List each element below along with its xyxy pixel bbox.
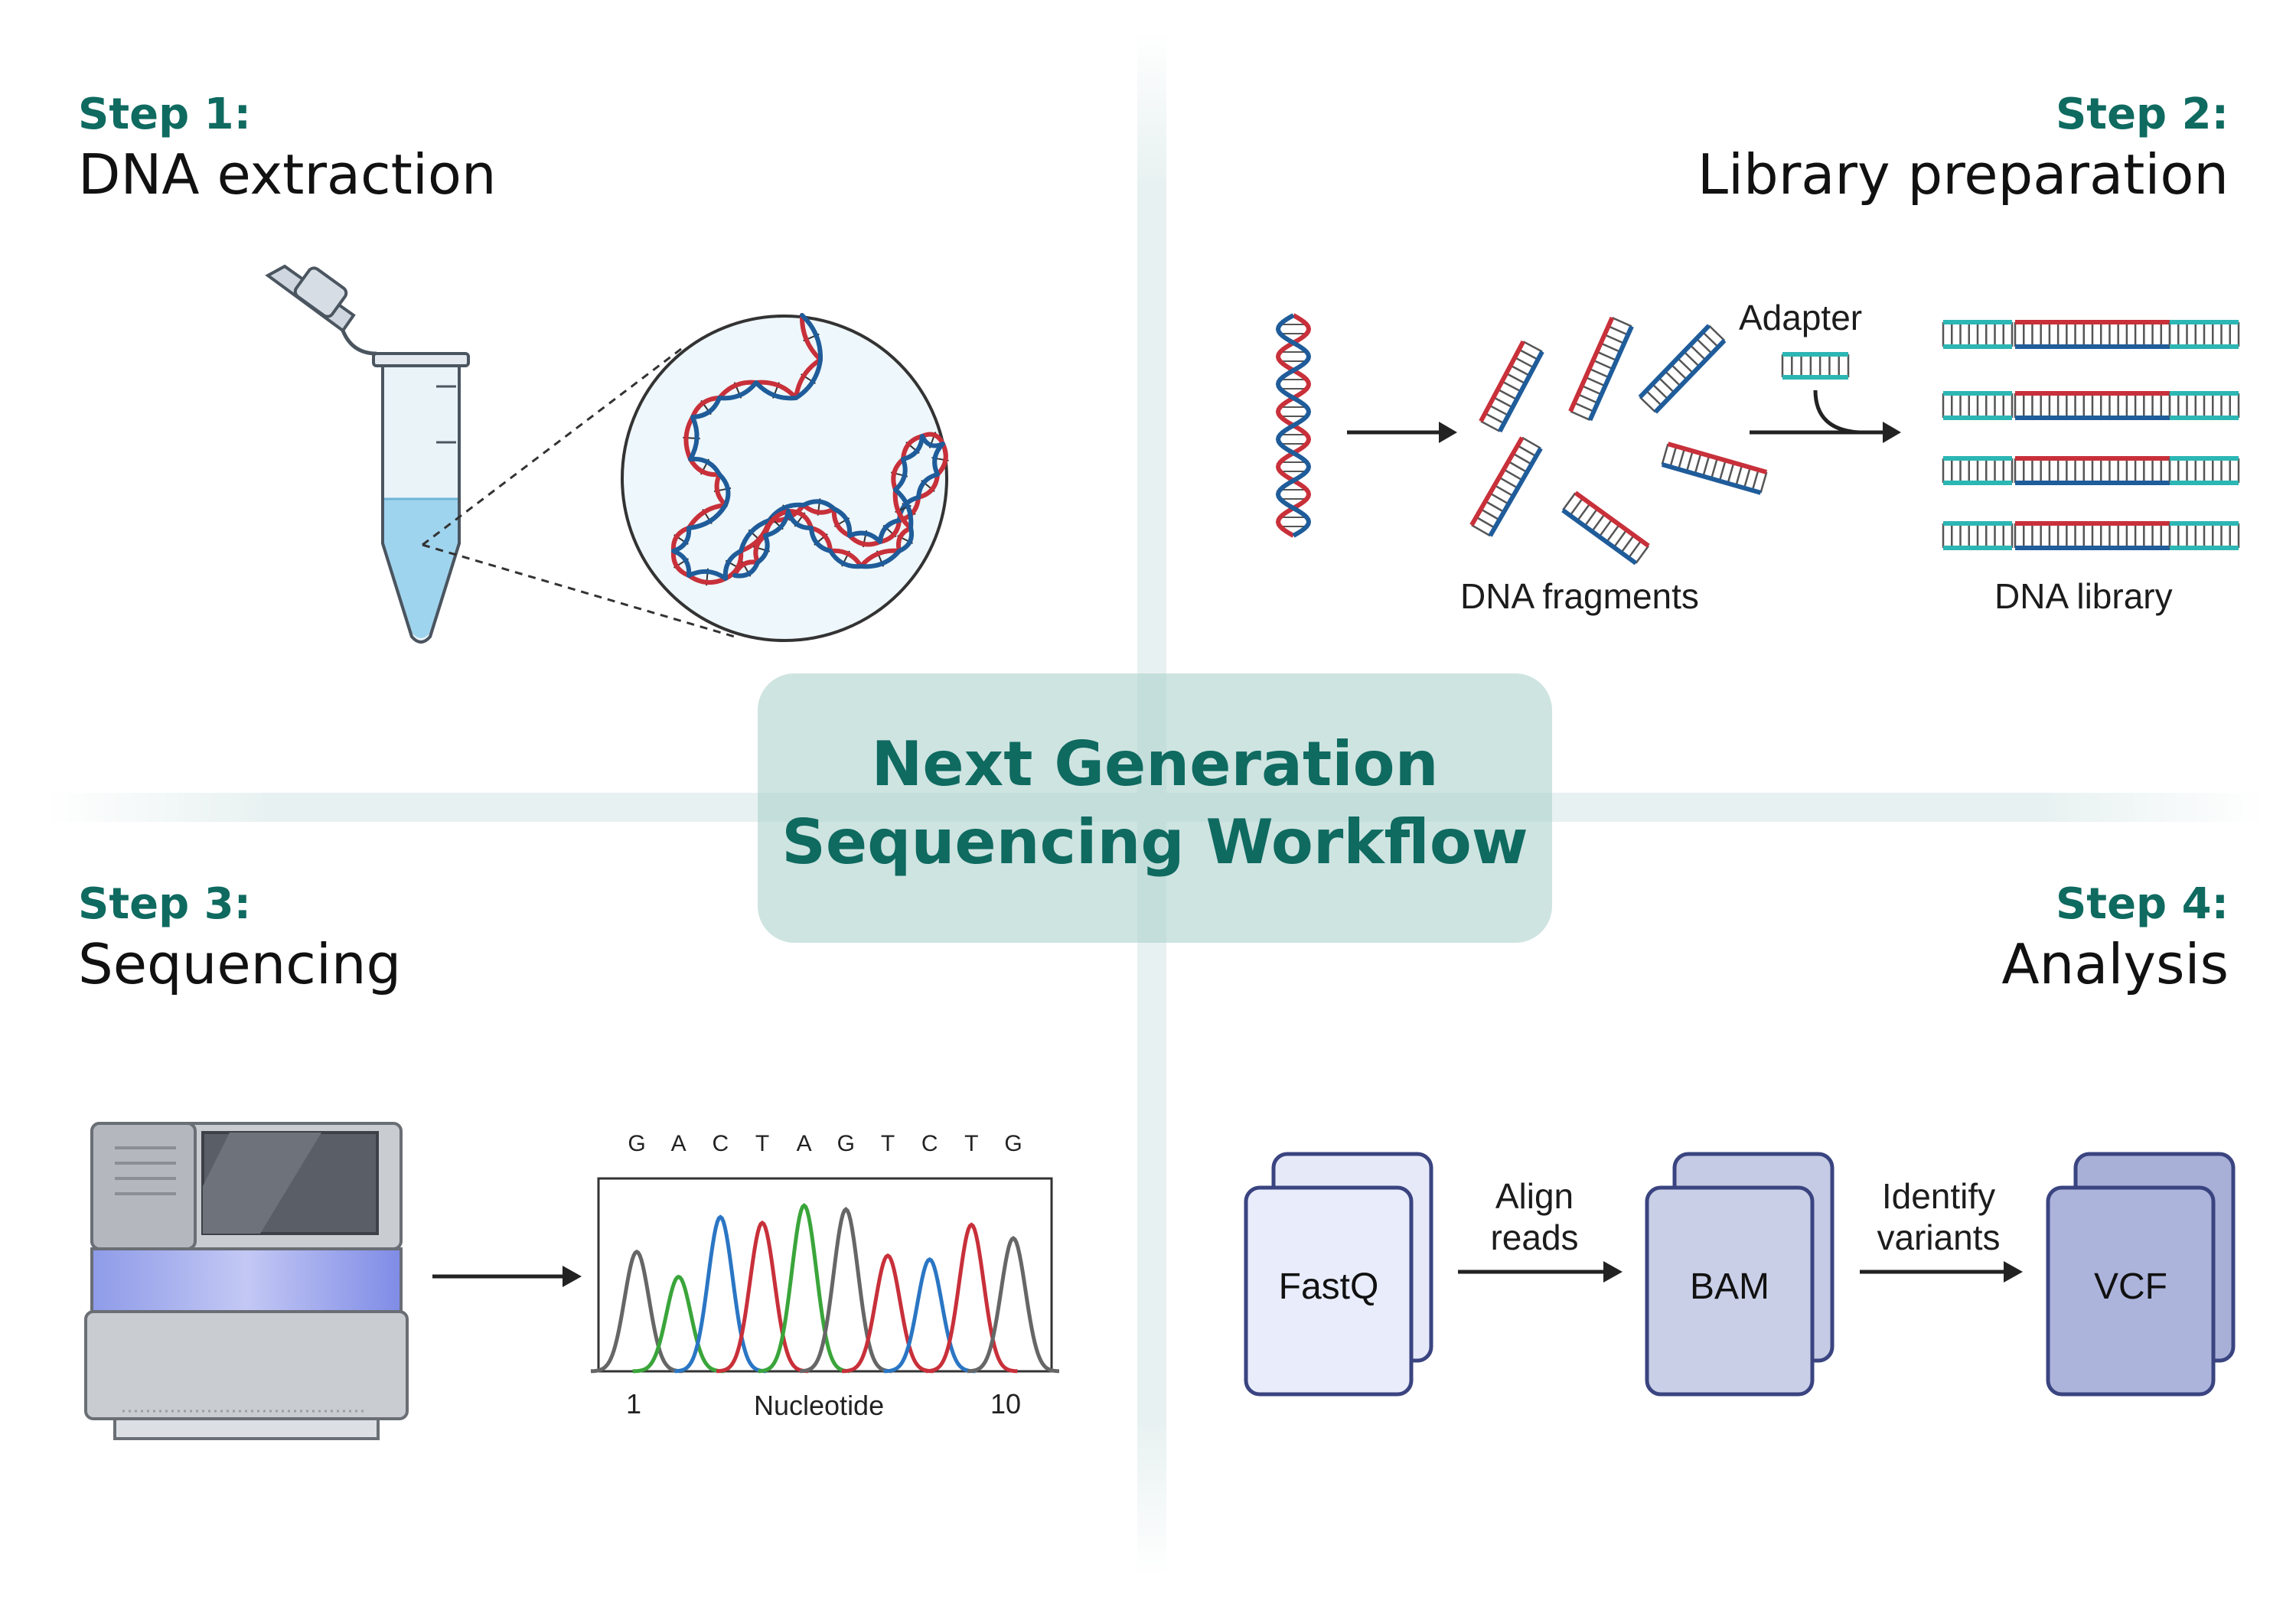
bam-file-icon [1645,1152,1835,1397]
dna-double-helix-icon [1275,313,1312,538]
chromatogram-peak [674,1214,767,1374]
arrow-to-library-icon [1883,422,1901,443]
step2-label: Step 2: [2055,90,2229,139]
fastq-file-icon [1244,1152,1433,1397]
step3-title: Sequencing [78,932,402,996]
workflow-title-box [758,673,1552,943]
axis-start-label: 1 [626,1388,642,1420]
workflow-title-line2: Sequencing Workflow [781,807,1528,878]
step2-title: Library preparation [1697,142,2229,207]
chromatogram-peak [883,1257,976,1374]
axis-name-label: Nucleotide [754,1390,885,1421]
chromatogram-peak [716,1220,809,1374]
dna-fragments-label: DNA fragments [1460,576,1699,616]
tube-cap-icon [265,264,377,356]
base-call-letter: T [964,1131,979,1156]
chromatogram-peak [632,1274,725,1374]
chromatogram-peak [967,1236,1059,1374]
base-call-letter: G [628,1131,646,1156]
base-call-letter: G [1004,1131,1022,1156]
chromatogram-peak [925,1222,1018,1374]
chromatogram-peak [590,1249,683,1374]
chromatogram-peak [841,1253,934,1374]
chromatogram-peak [800,1207,892,1374]
arrow-to-fragments-icon [1439,422,1457,443]
workflow-title-line1: Next Generation [871,729,1439,800]
base-call-letter: C [712,1131,729,1156]
dna-library-icon [1942,320,2240,550]
step1-title: DNA extraction [78,142,497,207]
step1-label: Step 1: [78,90,252,139]
adapter-label: Adapter [1739,298,1863,337]
step3-label: Step 3: [78,879,252,929]
base-call-letter: G [837,1131,855,1156]
identify-arrow-icon [2004,1261,2023,1283]
tube-body-icon [372,352,470,644]
identify-variants-label: Identify variants [1866,1175,2011,1259]
align-reads-label: Align reads [1477,1175,1592,1259]
workflow-title: Next Generation Sequencing Workflow [758,725,1552,882]
adapter-icon [1781,352,1850,380]
identify-variants-line2: variants [1877,1217,2001,1258]
axis-end-label: 10 [990,1388,1022,1420]
chromatogram-peak [758,1203,850,1374]
arrow-to-chromatogram-icon [563,1266,582,1287]
align-reads-line2: reads [1490,1217,1579,1258]
fastq-label: FastQ [1278,1266,1379,1307]
step4-title: Analysis [2001,932,2229,996]
dna-library-label: DNA library [1994,576,2173,616]
dna-fragments-icon [1469,316,1768,566]
base-call-letter: A [670,1131,687,1156]
vcf-file-icon [2046,1152,2236,1397]
chromatogram-peaks [590,1203,1059,1374]
identify-variants-line1: Identify [1881,1176,1996,1216]
align-arrow-icon [1603,1261,1623,1283]
coiled-dna-icon [670,313,949,586]
align-reads-line1: Align [1495,1176,1574,1216]
base-call-letter: A [796,1131,812,1156]
base-call-letter: T [755,1131,770,1156]
base-call-letter: C [921,1131,938,1156]
vcf-label: VCF [2094,1266,2167,1307]
bam-label: BAM [1689,1266,1769,1307]
sequencer-machine-icon [84,1122,409,1440]
step4-label: Step 4: [2055,879,2229,929]
base-call-letter: T [880,1131,895,1156]
